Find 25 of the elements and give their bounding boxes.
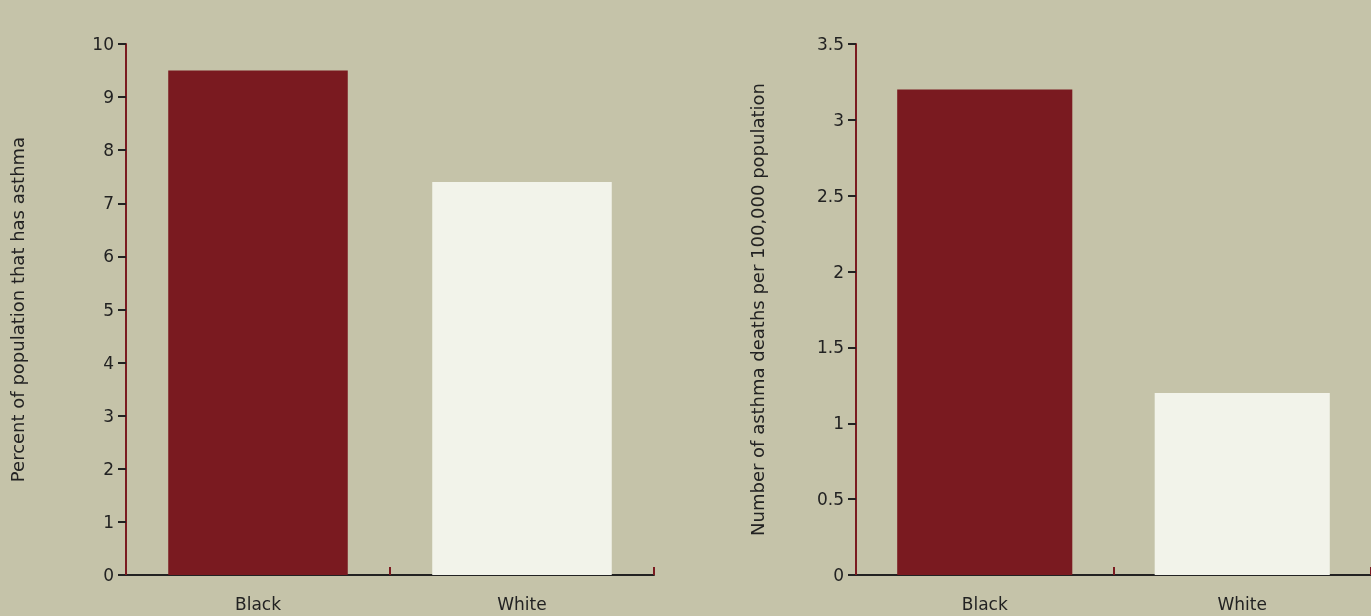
y-tick-label: 3 (103, 405, 114, 426)
x-tick-label: Black (961, 593, 1008, 614)
x-tick-label: White (497, 593, 547, 614)
y-tick-label: 0.5 (816, 489, 844, 510)
y-tick-label: 1.5 (816, 337, 844, 358)
y-tick-label: 1 (833, 413, 844, 434)
y-axis-title: Number of asthma deaths per 100,000 population (746, 83, 768, 536)
y-tick-label: 9 (103, 87, 114, 108)
y-tick-label: 3.5 (816, 34, 844, 54)
y-tick-label: 2.5 (816, 185, 844, 206)
y-tick-label: 0 (833, 565, 844, 585)
x-tick-label: Black (235, 593, 282, 614)
y-tick-label: 10 (92, 34, 114, 54)
y-axis-title: Percent of population that has asthma (6, 136, 28, 483)
y-tick-label: 4 (103, 352, 114, 373)
y-tick-label: 7 (103, 193, 114, 214)
y-tick-label: 2 (833, 261, 844, 282)
y-tick-label: 6 (103, 246, 114, 267)
x-tick-label: White (1217, 593, 1267, 614)
y-tick-label: 0 (103, 565, 114, 585)
y-tick-label: 8 (103, 140, 114, 161)
y-tick-label: 3 (833, 109, 844, 130)
y-tick-label: 2 (103, 458, 114, 479)
y-tick-label: 5 (103, 299, 114, 320)
y-tick-label: 1 (103, 511, 114, 532)
